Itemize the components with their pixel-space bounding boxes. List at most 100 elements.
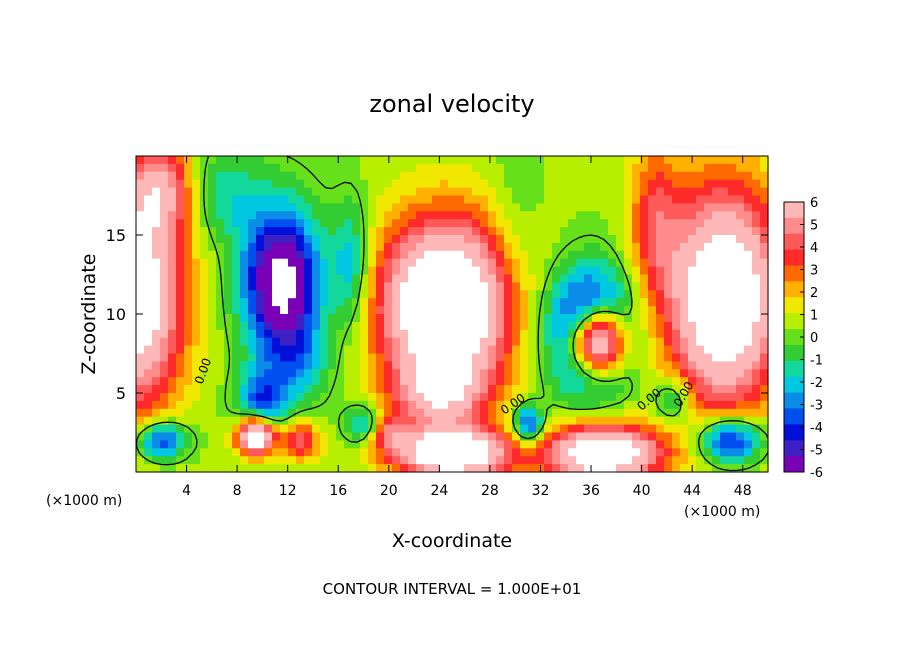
field-cell (296, 156, 305, 165)
field-cell (712, 203, 721, 212)
field-cell (320, 250, 329, 260)
field-cell (344, 314, 353, 323)
field-cell (392, 416, 401, 426)
field-cell (688, 298, 697, 307)
field-cell (568, 321, 577, 331)
field-cell (464, 345, 473, 355)
field-cell (608, 219, 617, 228)
field-cell (456, 187, 465, 197)
field-cell (288, 187, 297, 197)
field-cell (640, 408, 649, 418)
field-cell (496, 211, 505, 220)
field-cell (136, 448, 145, 457)
field-cell (344, 203, 353, 212)
field-cell (216, 369, 225, 378)
field-cell (640, 456, 649, 465)
field-cell (688, 195, 697, 204)
field-cell (512, 448, 521, 457)
field-cell (464, 353, 473, 362)
field-cell (312, 408, 321, 418)
field-cell (400, 266, 409, 276)
field-cell (160, 290, 169, 299)
field-cell (288, 393, 297, 402)
field-cell (408, 448, 417, 457)
field-cell (480, 274, 489, 283)
field-cell (512, 408, 521, 418)
field-cell (208, 266, 217, 276)
field-cell (560, 211, 569, 220)
field-cell (456, 258, 465, 268)
field-cell (456, 345, 465, 355)
field-cell (648, 345, 657, 355)
field-cell (680, 290, 689, 299)
field-cell (624, 337, 633, 347)
field-cell (216, 416, 225, 426)
field-cell (344, 290, 353, 299)
field-cell (216, 385, 225, 394)
field-cell (208, 282, 217, 291)
field-cell (344, 377, 353, 386)
field-cell (344, 219, 353, 228)
field-cell (720, 424, 729, 434)
field-cell (232, 400, 241, 410)
field-cell (728, 408, 737, 418)
x-tick-label: 32 (532, 483, 550, 499)
field-cell (624, 203, 633, 212)
field-cell (656, 219, 665, 228)
field-cell (696, 345, 705, 355)
field-cell (640, 369, 649, 378)
field-cell (416, 329, 425, 339)
field-cell (616, 385, 625, 394)
field-cell (224, 432, 233, 441)
field-cell (328, 242, 337, 252)
field-cell (136, 440, 145, 449)
field-cell (576, 258, 585, 268)
field-cell (240, 298, 249, 307)
field-cell (184, 282, 193, 291)
field-cell (360, 456, 369, 465)
field-cell (392, 306, 401, 315)
field-cell (216, 163, 225, 173)
field-cell (368, 203, 377, 212)
field-cell (656, 337, 665, 347)
field-cell (160, 187, 169, 197)
field-cell (472, 377, 481, 386)
field-cell (352, 361, 361, 370)
field-cell (184, 345, 193, 355)
field-cell (576, 456, 585, 465)
field-cell (296, 179, 305, 189)
field-cell (448, 432, 457, 441)
field-cell (168, 393, 177, 402)
field-cell (400, 282, 409, 291)
field-cell (544, 274, 553, 283)
field-cell (736, 353, 745, 362)
field-cell (520, 250, 529, 260)
field-cell (552, 171, 561, 181)
field-cell (528, 156, 537, 165)
field-cell (152, 203, 161, 212)
field-cell (424, 337, 433, 347)
field-cell (616, 250, 625, 260)
field-cell (664, 195, 673, 204)
field-cell (760, 385, 769, 394)
field-cell (544, 306, 553, 315)
field-cell (344, 156, 353, 165)
field-cell (472, 440, 481, 449)
field-cell (488, 369, 497, 378)
field-cell (280, 361, 289, 370)
field-cell (656, 227, 665, 236)
field-cell (672, 337, 681, 347)
colorbar-swatch (784, 329, 804, 346)
field-cell (264, 345, 273, 355)
field-cell (488, 298, 497, 307)
field-cell (256, 179, 265, 189)
field-cell (568, 171, 577, 181)
field-cell (736, 227, 745, 236)
field-cell (232, 440, 241, 449)
field-cell (160, 408, 169, 418)
field-cell (352, 290, 361, 299)
field-cell (648, 432, 657, 441)
field-cell (528, 163, 537, 173)
field-cell (528, 195, 537, 204)
field-cell (280, 456, 289, 465)
